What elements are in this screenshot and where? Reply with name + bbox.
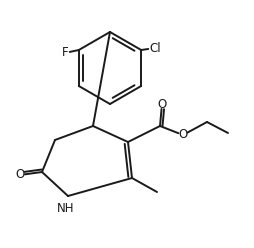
Text: NH: NH — [57, 203, 75, 216]
Text: Cl: Cl — [149, 41, 161, 55]
Text: O: O — [157, 97, 167, 111]
Text: O: O — [178, 128, 188, 142]
Text: O: O — [15, 168, 25, 182]
Text: F: F — [61, 47, 68, 60]
